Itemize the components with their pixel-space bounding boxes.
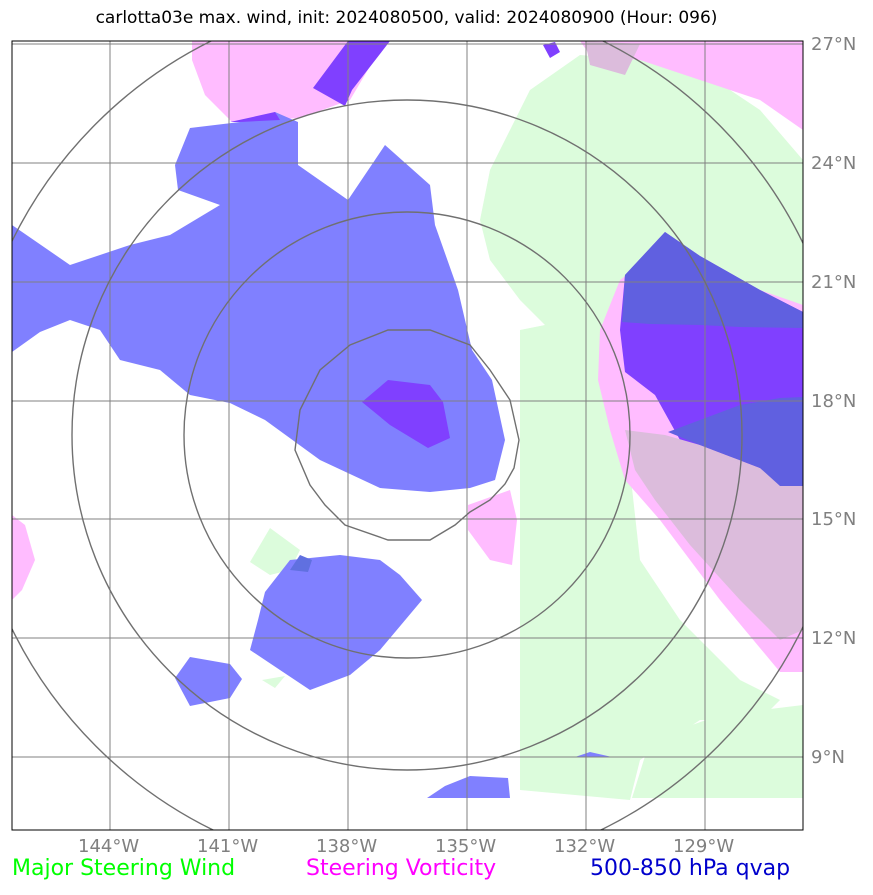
lat-label-12n: 12°N [811,628,857,649]
legend-steering-wind: Major Steering Wind [12,856,236,881]
legend-qvap: 500-850 hPa qvap [590,856,791,881]
lon-label-132w: 132°W [554,836,616,857]
range-rings [12,41,803,830]
lon-label-144w: 144°W [78,836,140,857]
lat-label-15n: 15°N [811,509,857,530]
lon-label-138w: 138°W [316,836,378,857]
lat-label-27n: 27°N [811,34,857,55]
lon-label-129w: 129°W [673,836,735,857]
steering-wind-fields [250,55,803,800]
lon-label-141w: 141°W [197,836,259,857]
qvap-south-dot [575,752,612,757]
map-frame [11,40,804,831]
qvap-south-area [250,555,422,690]
vorticity-center [468,490,517,565]
lat-label-24n: 24°N [811,153,857,174]
vorticity-west [12,515,35,600]
lat-label-18n: 18°N [811,391,857,412]
range-ring-1 [294,329,520,541]
qvap-north-dot [543,42,560,58]
wind-area-southeast [632,705,803,798]
range-ring-3 [71,99,743,771]
lat-label-9n: 9°N [811,747,845,768]
wind-area-tiny [262,676,285,688]
map-title: carlotta03e max. wind, init: 2024080500,… [95,8,718,28]
legend-steering-vorticity: Steering Vorticity [306,856,497,881]
range-ring-2 [183,211,631,659]
vorticity-northeast [580,41,803,130]
qvap-southwest-area [175,657,242,706]
qvap-north-patch [313,41,390,106]
lat-label-21n: 21°N [811,272,857,293]
qvap-core [362,380,450,448]
overlap-fields [290,41,803,640]
qvap-north-strip [230,112,280,122]
wind-area-east [480,55,803,800]
lon-label-135w: 135°W [435,836,497,857]
graticule [12,41,803,830]
qvap-south-strip [427,776,510,798]
